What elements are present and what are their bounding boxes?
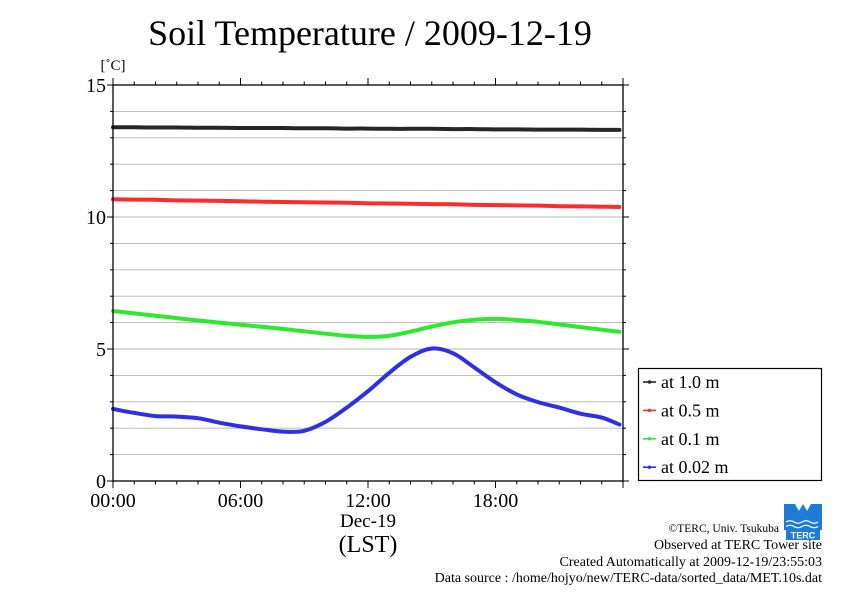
logo-waves	[785, 520, 819, 529]
y-tick-label: 0	[96, 471, 106, 493]
legend: at 1.0 m at 0.5 m at 0.1 m at 0.02 m	[637, 367, 823, 482]
data-source-text: Data source : /home/hojyo/new/TERC-data/…	[435, 571, 822, 586]
plot-frame	[112, 84, 624, 482]
series-lines	[111, 125, 622, 434]
legend-item: at 1.0 m	[643, 372, 720, 392]
legend-items: at 1.0 m at 0.5 m at 0.1 m at 0.02 m	[643, 372, 729, 477]
legend-swatch-marker	[647, 465, 652, 469]
logo-label-band	[786, 530, 820, 540]
x-axis: 00:00 06:00 12:00 18:00	[90, 78, 624, 512]
series-line-1.0m	[111, 125, 622, 132]
legend-box	[637, 367, 823, 482]
series-line-0.5m	[111, 197, 622, 209]
logo-text: TERC	[791, 531, 816, 541]
legend-swatch-marker	[647, 408, 652, 413]
x-tick-label: 12:00	[345, 490, 391, 512]
x-axis-title: (LST)	[339, 532, 398, 558]
y-tick-label: 5	[96, 339, 106, 361]
logo-right-wing	[807, 504, 822, 518]
legend-item: at 0.5 m	[643, 400, 720, 420]
x-axis-date-label: Dec-19	[340, 511, 396, 532]
x-tick-label: 18:00	[473, 490, 519, 512]
logo-wave-band	[784, 518, 822, 530]
series-line-0.02m	[111, 346, 622, 434]
legend-swatch-marker	[647, 437, 652, 441]
legend-label: at 0.02 m	[661, 457, 729, 477]
legend-label: at 0.5 m	[661, 400, 720, 420]
observation-site-text: Observed at TERC Tower site	[654, 538, 822, 553]
x-tick-label: 00:00	[90, 490, 136, 512]
copyright-text: ©TERC, Univ. Tsukuba	[669, 523, 779, 535]
legend-label: at 0.1 m	[661, 429, 720, 449]
terc-logo: TERC	[784, 504, 822, 541]
legend-label: at 1.0 m	[661, 372, 720, 392]
legend-swatch-marker	[647, 380, 652, 384]
chart-title: Soil Temperature / 2009-12-19	[148, 13, 592, 53]
series-line-0.1m	[111, 309, 622, 339]
legend-item: at 0.02 m	[643, 457, 729, 477]
logo-water-drop	[798, 504, 808, 520]
created-timestamp-text: Created Automatically at 2009-12-19/23:5…	[560, 555, 822, 570]
y-tick-label: 10	[86, 207, 106, 229]
y-tick-label: 15	[86, 75, 106, 97]
y-axis-unit-label: [˚C]	[101, 58, 126, 74]
x-tick-label: 06:00	[218, 490, 264, 512]
legend-item: at 0.1 m	[643, 429, 720, 449]
y-axis: 0 5 10 15	[86, 75, 629, 493]
gridlines	[113, 110, 623, 456]
logo-left-wing	[784, 504, 799, 518]
